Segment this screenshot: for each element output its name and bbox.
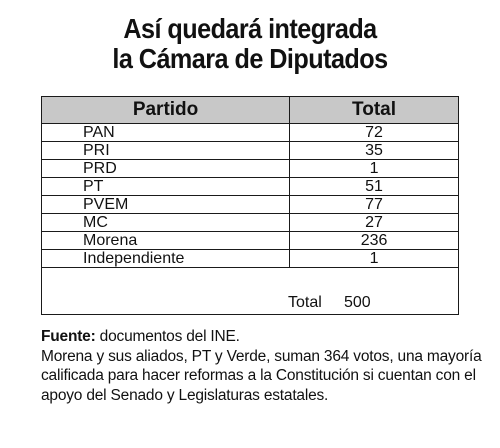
seat-count-cell: 236 <box>289 231 458 250</box>
note-body: Morena y sus aliados, PT y Verde, suman … <box>41 347 482 404</box>
footnotes: Fuente: documentos del INE. Morena y sus… <box>41 327 496 405</box>
table-row: MC 27 <box>42 213 458 232</box>
seat-count-cell: 27 <box>289 213 458 232</box>
seats-table: Partido Total PAN 72 PRI 35 PRD 1 PT 51 PVEM 77 MC… <box>41 96 459 315</box>
seat-count-cell: 72 <box>289 123 458 142</box>
total-row: Total 500 <box>42 291 458 314</box>
total-value: 500 <box>344 294 371 311</box>
party-name-cell: Morena <box>42 231 291 250</box>
table-row: Morena 236 <box>42 231 458 250</box>
seat-count-cell: 1 <box>289 249 458 268</box>
seat-count-cell: 1 <box>289 159 458 178</box>
party-name-cell: MC <box>42 213 291 232</box>
table-row: PRD 1 <box>42 159 458 178</box>
source-label: Fuente: <box>41 328 96 345</box>
seat-count-cell: 51 <box>289 177 458 196</box>
party-name-cell: PAN <box>42 123 291 142</box>
party-name-cell: PRI <box>42 141 291 160</box>
column-header-party: Partido <box>42 97 291 124</box>
total-label: Total <box>288 294 322 311</box>
seat-count-cell: 35 <box>289 141 458 160</box>
title-line-2: la Cámara de Diputados <box>112 43 388 74</box>
title-line-1: Así quedará integrada <box>123 13 377 44</box>
table-row: PAN 72 <box>42 123 458 142</box>
table-header-row: Partido Total <box>42 97 458 124</box>
table-row: Independiente 1 <box>42 249 458 268</box>
table-row: PT 51 <box>42 177 458 196</box>
chart-title: Así quedará integrada la Cámara de Diput… <box>25 14 475 74</box>
party-name-cell: PVEM <box>42 195 291 214</box>
column-header-total: Total <box>289 97 458 124</box>
party-name-cell: PT <box>42 177 291 196</box>
source-note: Fuente: documentos del INE. <box>41 327 496 347</box>
party-name-cell: Independiente <box>42 249 291 268</box>
table-row: PRI 35 <box>42 141 458 160</box>
table-row: PVEM 77 <box>42 195 458 214</box>
seat-count-cell: 77 <box>289 195 458 214</box>
source-text: documentos del INE. <box>95 328 240 345</box>
party-name-cell: PRD <box>42 159 291 178</box>
